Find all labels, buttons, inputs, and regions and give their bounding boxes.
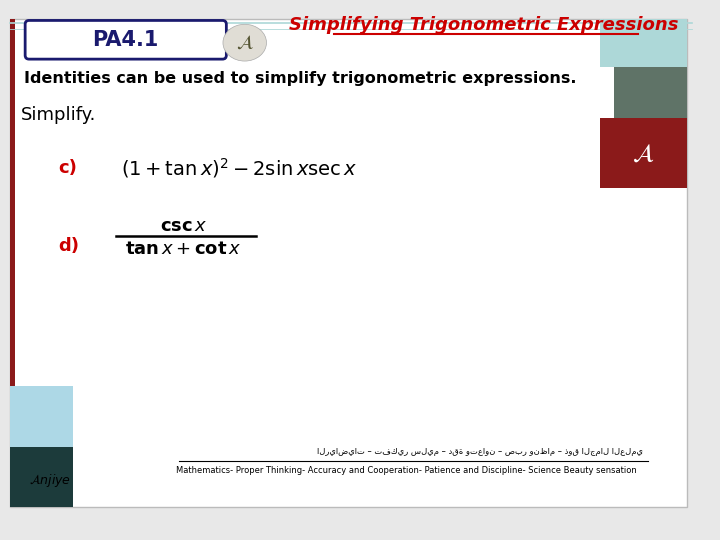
Text: الرياضيات – تفكير سليم – دقة وتعاون – صبر ونظام – ذوق الجمال العلمي: الرياضيات – تفكير سليم – دقة وتعاون – صب…: [318, 447, 643, 456]
Text: Identities can be used to simplify trigonometric expressions.: Identities can be used to simplify trigo…: [24, 71, 577, 86]
Text: d): d): [58, 237, 79, 255]
Text: $\mathbf{csc}\, x$: $\mathbf{csc}\, x$: [160, 218, 207, 235]
Text: $\mathbf{tan}\, x + \mathbf{cot}\, x$: $\mathbf{tan}\, x + \mathbf{cot}\, x$: [125, 240, 242, 258]
Text: $\mathcal{A}njiye$: $\mathcal{A}njiye$: [29, 472, 71, 489]
Text: c): c): [58, 159, 77, 178]
Text: Simplifying Trigonometric Expressions: Simplifying Trigonometric Expressions: [289, 16, 678, 34]
Text: Simplify.: Simplify.: [22, 106, 96, 124]
Bar: [614, 67, 687, 120]
Bar: [9, 447, 73, 507]
Bar: [600, 18, 687, 67]
Bar: [9, 18, 14, 507]
Text: $\mathcal{A}$: $\mathcal{A}$: [632, 142, 654, 166]
Ellipse shape: [223, 24, 266, 61]
Text: $(1 + \tan x)^2 - 2 \sin x \sec x$: $(1 + \tan x)^2 - 2 \sin x \sec x$: [121, 157, 357, 180]
Text: $\mathcal{A}$: $\mathcal{A}$: [236, 33, 253, 52]
Text: PA4.1: PA4.1: [93, 30, 159, 50]
FancyBboxPatch shape: [25, 21, 226, 59]
Text: Mathematics- Proper Thinking- Accuracy and Cooperation- Patience and Discipline-: Mathematics- Proper Thinking- Accuracy a…: [176, 465, 636, 475]
Bar: [600, 118, 687, 188]
Bar: [9, 386, 73, 449]
